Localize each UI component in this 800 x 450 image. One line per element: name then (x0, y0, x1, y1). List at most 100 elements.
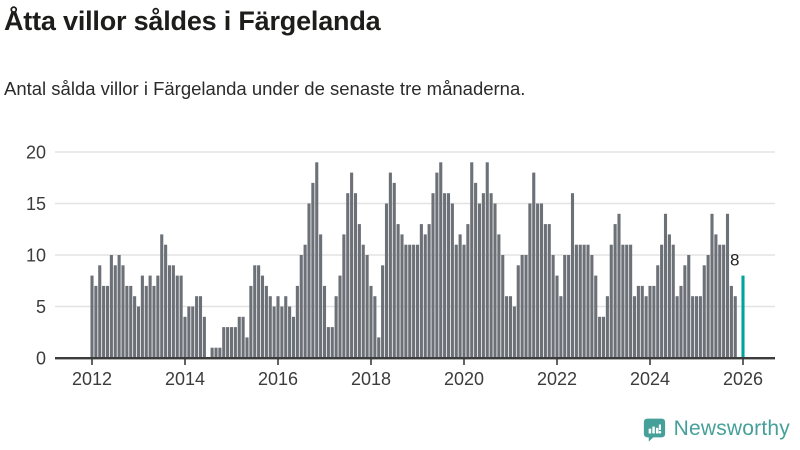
bar (276, 296, 280, 358)
newsworthy-logo-text: Newsworthy (673, 417, 790, 440)
bar (295, 285, 299, 358)
bar (621, 244, 625, 358)
bar (412, 244, 416, 358)
bar (598, 316, 602, 358)
bar (698, 296, 702, 358)
bar (160, 234, 164, 358)
bar (687, 255, 691, 358)
bar (454, 244, 458, 358)
bar (280, 306, 284, 358)
bar (660, 244, 664, 358)
bar (563, 255, 567, 358)
bar (601, 316, 606, 358)
bar (667, 234, 671, 358)
bar (694, 296, 699, 358)
bar (532, 172, 536, 358)
bar (508, 296, 513, 358)
bar (617, 213, 621, 358)
bar (636, 285, 640, 358)
bar (346, 193, 350, 358)
bar (656, 265, 660, 358)
bar (233, 327, 237, 358)
bar (334, 296, 338, 358)
bar (505, 296, 509, 358)
bar (245, 337, 249, 358)
bar (357, 224, 361, 358)
bar (539, 203, 544, 358)
bar (408, 244, 412, 358)
bar (210, 347, 214, 358)
bar (404, 244, 408, 358)
bar (307, 203, 311, 358)
bar (582, 244, 586, 358)
bar (489, 193, 493, 358)
bar (365, 255, 369, 358)
bar (683, 265, 687, 358)
bar (117, 255, 121, 358)
bar (202, 316, 206, 358)
bar (570, 193, 575, 358)
bar (260, 275, 265, 358)
bar (644, 296, 648, 358)
bar (191, 306, 195, 358)
bar (435, 172, 439, 358)
bar (338, 275, 342, 358)
bar (710, 213, 714, 358)
bar (543, 224, 547, 358)
bar (477, 203, 482, 358)
bar (501, 255, 505, 358)
bar (121, 265, 125, 358)
bar (257, 265, 261, 358)
bar (381, 265, 385, 358)
newsworthy-logo-icon (642, 417, 667, 442)
bar (125, 285, 129, 358)
bar (226, 327, 230, 358)
bar (315, 162, 319, 358)
bar (373, 296, 377, 358)
bar (249, 285, 253, 358)
bar (458, 234, 462, 358)
bar (187, 306, 191, 358)
bar (528, 203, 532, 358)
x-tick-label-2022: 2022 (537, 369, 577, 389)
bar (443, 193, 447, 358)
bar (729, 285, 733, 358)
bar (427, 224, 431, 358)
bar (171, 265, 175, 358)
bar (733, 296, 737, 358)
bar (485, 162, 489, 358)
x-axis-line (55, 357, 775, 360)
bar (288, 306, 292, 358)
bar (214, 347, 218, 358)
bar (136, 306, 141, 358)
bar (446, 193, 451, 358)
bar (156, 275, 160, 358)
bar (520, 255, 524, 358)
bar (671, 244, 675, 358)
bar (311, 182, 315, 358)
x-tick-label-2012: 2012 (72, 369, 112, 389)
bar (675, 296, 679, 358)
bar (229, 327, 234, 358)
bar (632, 296, 637, 358)
bar (144, 285, 148, 358)
bar (431, 193, 435, 358)
bar (555, 275, 559, 358)
bar (195, 296, 199, 358)
y-tick-label-15: 15 (26, 194, 46, 214)
x-tick-label-2024: 2024 (630, 369, 670, 389)
bar (268, 296, 272, 358)
bar (392, 182, 396, 358)
bar (605, 296, 609, 358)
bar (237, 316, 241, 358)
bar (241, 316, 245, 358)
bar (90, 275, 94, 358)
chart-subtitle: Antal sålda villor i Färgelanda under de… (4, 78, 526, 99)
bar (640, 285, 644, 358)
page-title: Åtta villor såldes i Färgelanda (4, 6, 381, 36)
bar (264, 285, 268, 358)
bar (353, 193, 358, 358)
bar (361, 244, 365, 358)
y-tick-label-20: 20 (26, 143, 46, 163)
